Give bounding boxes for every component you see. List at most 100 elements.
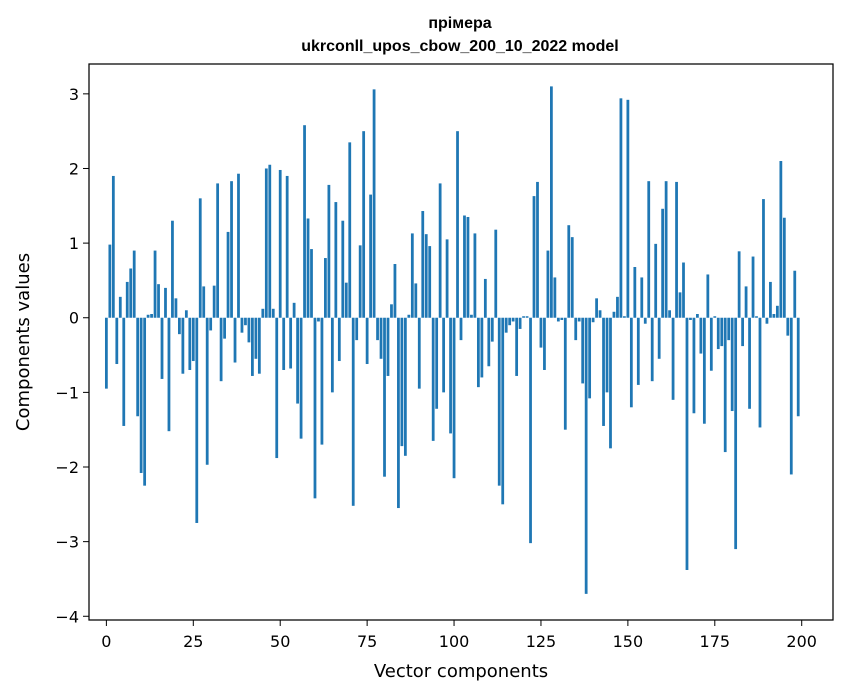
x-tick-label-150: 150	[613, 632, 644, 651]
bar-15	[157, 284, 160, 318]
y-tick-label--3: −3	[55, 533, 79, 552]
bar-121	[525, 316, 529, 318]
bar-54	[292, 302, 296, 318]
bar-163	[671, 317, 675, 400]
bar-196	[786, 317, 790, 336]
bar-186	[751, 256, 755, 318]
bar-137	[581, 317, 585, 384]
bar-64	[327, 184, 331, 318]
bar-3	[115, 317, 119, 365]
bar-160	[661, 208, 665, 318]
bar-194	[779, 161, 783, 318]
bar-51	[282, 317, 286, 370]
bar-73	[358, 245, 362, 318]
bar-118	[515, 317, 519, 376]
bar-66	[334, 202, 338, 318]
bar-29	[205, 317, 209, 465]
bar-46	[264, 168, 268, 318]
bar-85	[400, 317, 404, 447]
y-tick-label-1: 1	[69, 234, 79, 253]
bar-166	[682, 262, 685, 318]
bar-108	[480, 317, 484, 378]
bar-91	[421, 211, 425, 318]
bar-7	[129, 268, 133, 318]
bar-102	[459, 317, 463, 341]
bar-95	[435, 317, 439, 409]
bar-103	[463, 215, 466, 318]
bar-150	[626, 99, 630, 318]
bar-188	[758, 317, 762, 428]
bar-27	[198, 198, 202, 318]
y-tick-label-3: 3	[69, 85, 79, 104]
bar-106	[473, 233, 477, 318]
bar-129	[553, 277, 557, 318]
x-tick-label-25: 25	[183, 632, 203, 651]
bar-79	[379, 317, 383, 359]
bar-192	[772, 314, 776, 318]
bar-152	[633, 267, 637, 318]
bar-175	[713, 316, 717, 318]
y-axis-ticks: −4 −3 −2 −1 0 1 2 3	[55, 85, 89, 626]
bar-149	[623, 316, 626, 318]
bar-13	[150, 314, 153, 318]
bar-183	[741, 317, 744, 347]
bar-88	[410, 233, 414, 318]
bar-12	[146, 314, 150, 318]
bar-31	[212, 285, 216, 318]
bar-87	[407, 314, 411, 318]
bar-75	[365, 317, 369, 365]
bar-134	[570, 237, 574, 318]
bar-141	[595, 298, 598, 318]
bar-116	[508, 317, 512, 326]
bar-89	[414, 283, 418, 318]
bar-138	[584, 317, 588, 594]
bar-164	[675, 181, 678, 318]
bar-45	[261, 308, 265, 318]
bar-112	[494, 229, 498, 318]
bar-24	[188, 317, 192, 370]
bar-39	[240, 317, 244, 333]
bar-170	[696, 314, 699, 318]
bar-9	[136, 317, 140, 417]
bar-2	[111, 175, 115, 318]
bar-157	[650, 317, 654, 382]
bar-199	[796, 317, 800, 417]
bar-189	[762, 199, 765, 318]
bar-179	[727, 317, 731, 341]
bar-69	[344, 282, 348, 318]
bar-36	[230, 181, 233, 318]
bar-151	[629, 317, 633, 408]
bar-19	[171, 220, 174, 318]
bar-180	[730, 317, 734, 412]
bar-115	[504, 317, 508, 333]
y-tick-label--2: −2	[55, 458, 79, 477]
bar-38	[237, 173, 240, 318]
bar-136	[577, 317, 581, 322]
bar-53	[289, 317, 293, 369]
x-tick-label-200: 200	[786, 632, 817, 651]
bar-57	[303, 125, 306, 318]
x-tick-label-175: 175	[700, 632, 731, 651]
bar-172	[702, 317, 706, 424]
bar-125	[539, 317, 543, 348]
bar-18	[167, 317, 171, 432]
bar-68	[341, 220, 345, 318]
x-tick-label-50: 50	[270, 632, 290, 651]
bar-35	[226, 231, 230, 318]
bar-74	[362, 131, 366, 318]
bar-22	[181, 317, 185, 374]
bar-178	[723, 317, 727, 453]
bar-94	[431, 317, 435, 441]
bar-111	[490, 317, 494, 342]
bar-76	[369, 194, 372, 318]
bar-32	[216, 183, 220, 318]
bar-84	[397, 317, 400, 509]
bar-193	[775, 305, 779, 318]
bar-62	[320, 317, 324, 445]
bar-109	[483, 278, 487, 318]
x-tick-label-0: 0	[101, 632, 111, 651]
x-tick-label-75: 75	[357, 632, 377, 651]
bar-34	[223, 317, 226, 339]
bar-173	[706, 274, 710, 318]
bar-65	[330, 317, 334, 393]
